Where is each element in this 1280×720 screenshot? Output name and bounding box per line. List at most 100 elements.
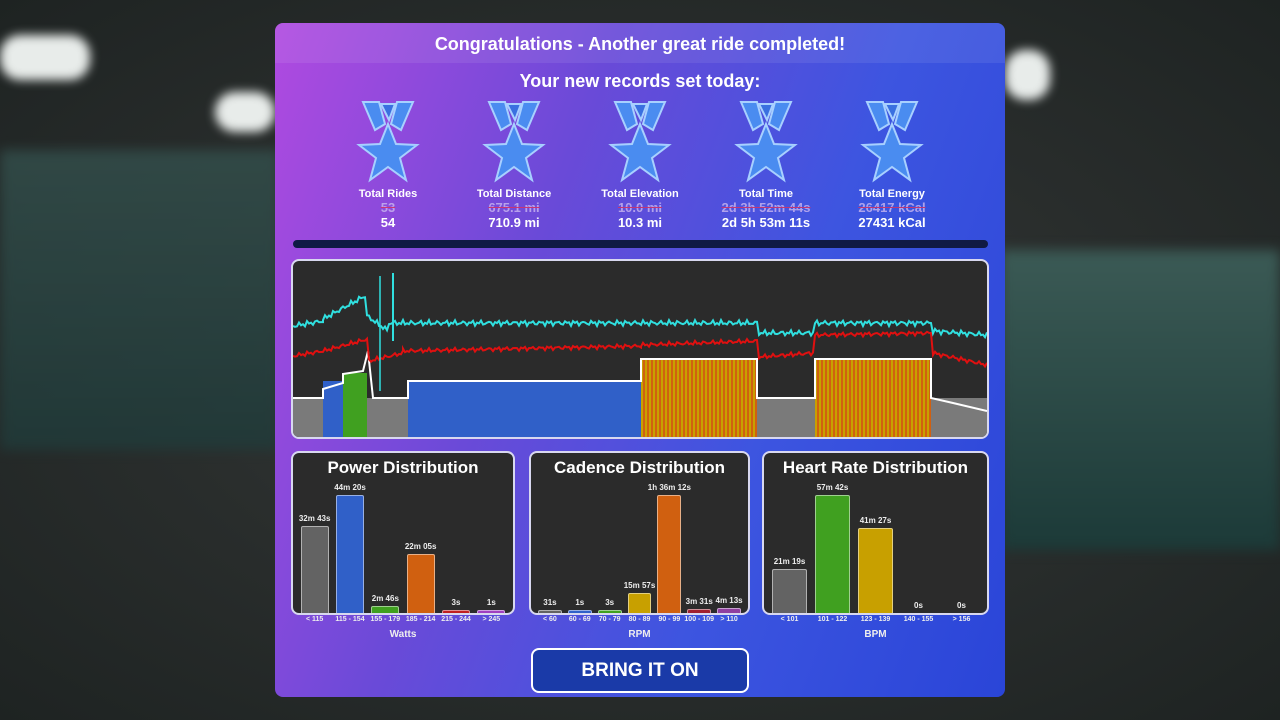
bin-label: > 110 [720, 616, 738, 623]
bar-value-label: 32m 43s [298, 513, 331, 523]
bin-label: 101 - 122 [817, 616, 848, 623]
background-right [1000, 250, 1280, 550]
record-previous-value: 10.0 mi [617, 200, 663, 215]
power-zone-orange [885, 359, 887, 437]
distribution-bar [477, 610, 506, 613]
bar-value-label: 22m 05s [404, 542, 437, 552]
distribution-bar [687, 608, 712, 613]
background-lamp [215, 92, 275, 132]
power-zone-orange [659, 359, 661, 437]
power-zone-orange [719, 359, 721, 437]
record-previous-value: 26417 kCal [858, 200, 926, 215]
power-zone-orange [647, 359, 649, 437]
power-zone-orange [837, 359, 839, 437]
bin-label: 215 - 244 [441, 616, 471, 623]
power-zone-orange [679, 359, 681, 437]
power-zone-orange [893, 359, 895, 437]
power-zone-orange [747, 359, 749, 437]
power-zone-orange [817, 359, 819, 437]
record-total-rides: Total Rides 53 54 [325, 98, 451, 230]
power-zone-orange [829, 359, 831, 437]
power-zone-orange [707, 359, 709, 437]
record-total-elevation: Total Elevation 10.0 mi 10.3 mi [577, 98, 703, 230]
bin-label: 90 - 99 [658, 616, 681, 623]
bin-label: 155 - 179 [370, 616, 401, 623]
bring-it-on-button[interactable]: BRING IT ON [531, 648, 749, 693]
record-previous-value: 675.1 mi [488, 200, 540, 215]
bin-label: 80 - 89 [628, 616, 651, 623]
records-row: Total Rides 53 54 Total Distance 675.1 m… [325, 98, 955, 230]
distribution-bar [858, 528, 893, 613]
record-label: Total Energy [859, 188, 925, 200]
record-new-value: 710.9 mi [488, 215, 540, 230]
heart-rate-distribution-chart: Heart Rate Distribution 21m 19s 57m 42s 41m… [762, 451, 989, 615]
bin-label: > 156 [952, 616, 971, 623]
distribution-bar [371, 605, 400, 613]
power-zone-orange [667, 359, 669, 437]
power-zone-orange [643, 359, 645, 437]
bar-value-label: 1s [575, 598, 585, 607]
power-zone-orange [861, 359, 863, 437]
power-zone-orange [671, 359, 673, 437]
medal-icon [356, 101, 420, 183]
power-zone-orange [897, 359, 899, 437]
axis-unit-label: RPM [628, 629, 651, 640]
distribution-bar [537, 610, 562, 613]
background-lamp [0, 35, 90, 80]
power-distribution-chart: Power Distribution 32m 43s 44m 20s 2m 46s 22… [291, 451, 515, 615]
power-zone-orange [727, 359, 729, 437]
distribution-bar [335, 495, 365, 613]
power-zone-orange [909, 359, 911, 437]
record-total-distance: Total Distance 675.1 mi 710.9 mi [451, 98, 577, 230]
record-new-value: 2d 5h 53m 11s [721, 215, 811, 230]
distribution-bar [627, 593, 652, 613]
power-zone-orange [699, 359, 701, 437]
medal-icon [734, 101, 798, 183]
power-zone-orange [655, 359, 657, 437]
record-label: Total Distance [476, 188, 552, 200]
ride-summary-panel: Congratulations - Another great ride com… [275, 23, 1005, 697]
distribution-title: Cadence Distribution [554, 458, 725, 477]
record-new-value: 27431 kCal [858, 215, 926, 230]
bar-value-label: 15m 57s [623, 581, 656, 591]
power-zone-orange [853, 359, 855, 437]
distribution-bar [567, 610, 592, 613]
power-zone-orange [821, 359, 823, 437]
power-zone-orange [715, 359, 717, 437]
bin-label: 185 - 214 [405, 616, 436, 623]
record-new-value: 10.3 mi [617, 215, 663, 230]
bar-value-label: 1h 36m 12s [647, 483, 691, 492]
bar-value-label: 0s [957, 601, 966, 610]
bar-value-label: 3m 31s [685, 596, 713, 606]
power-zone-green [343, 373, 367, 437]
power-zone-orange [651, 359, 653, 437]
bar-value-label: 2m 46s [371, 593, 399, 603]
power-zone-orange [925, 359, 927, 437]
bar-value-label: 1s [486, 598, 496, 607]
divider [293, 240, 988, 248]
cadence-line [293, 295, 987, 340]
power-zone-orange [675, 359, 677, 437]
bar-value-label: 31s [543, 598, 557, 607]
bar-value-label: 41m 27s [859, 516, 892, 526]
ride-timeline-chart [291, 259, 989, 439]
medal-icon [860, 101, 924, 183]
power-zone-orange [751, 359, 753, 437]
record-previous-value: 2d 3h 52m 44s [721, 200, 811, 215]
power-zone-orange [711, 359, 713, 437]
bin-label: < 101 [780, 616, 799, 623]
power-zone-orange [739, 359, 741, 437]
power-zone-orange [731, 359, 733, 437]
records-subtitle: Your new records set today: [519, 71, 761, 91]
bin-label: 60 - 69 [568, 616, 591, 623]
power-zone-orange [865, 359, 867, 437]
bin-label: 140 - 155 [903, 616, 934, 623]
distribution-title: Power Distribution [327, 458, 479, 477]
record-total-time: Total Time 2d 3h 52m 44s 2d 5h 53m 11s [703, 98, 829, 230]
power-zone-orange [743, 359, 745, 437]
bin-label: > 245 [482, 616, 501, 623]
medal-icon [608, 101, 672, 183]
power-zone-orange [663, 359, 665, 437]
distribution-bar [406, 554, 435, 613]
medal-icon [482, 101, 546, 183]
